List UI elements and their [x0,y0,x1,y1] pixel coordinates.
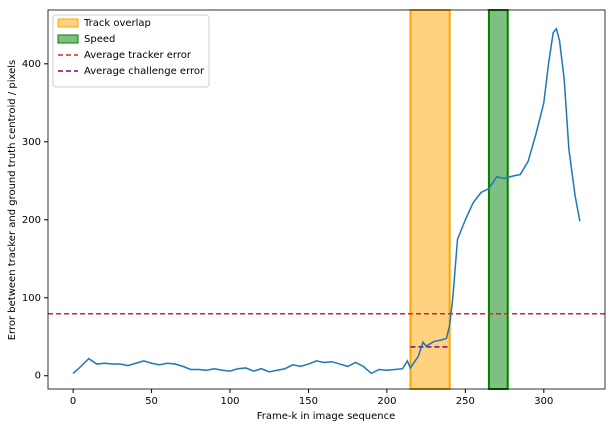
legend-box [52,14,210,88]
x-tick-label: 150 [299,396,318,407]
legend: Track overlap Speed Average tracker error A… [52,14,210,88]
y-tick-label: 0 [35,371,41,382]
y-tick-label: 400 [22,59,41,70]
x-tick-label: 250 [456,396,475,407]
x-tick-label: 50 [145,396,158,407]
y-tick-label: 100 [22,293,41,304]
y-tick-label: 200 [22,215,41,226]
legend-label: Track overlap [83,18,151,29]
y-tick-label: 300 [22,137,41,148]
y-axis-label: Error between tracker and ground truth c… [7,60,18,341]
x-tick-label: 0 [70,396,76,407]
legend-swatch [57,18,79,28]
x-tick-label: 200 [377,396,396,407]
span [409,9,451,390]
legend-label: Average tracker error [84,50,192,61]
x-tick-label: 300 [534,396,553,407]
legend-label: Speed [84,34,115,45]
span [487,9,509,390]
data-line [72,27,581,375]
legend-label: Average challenge error [84,66,205,77]
x-tick-label: 100 [220,396,239,407]
plot-frame [47,9,606,390]
legend-swatch [57,34,79,44]
x-axis-label: Frame-k in image sequence [257,411,396,422]
